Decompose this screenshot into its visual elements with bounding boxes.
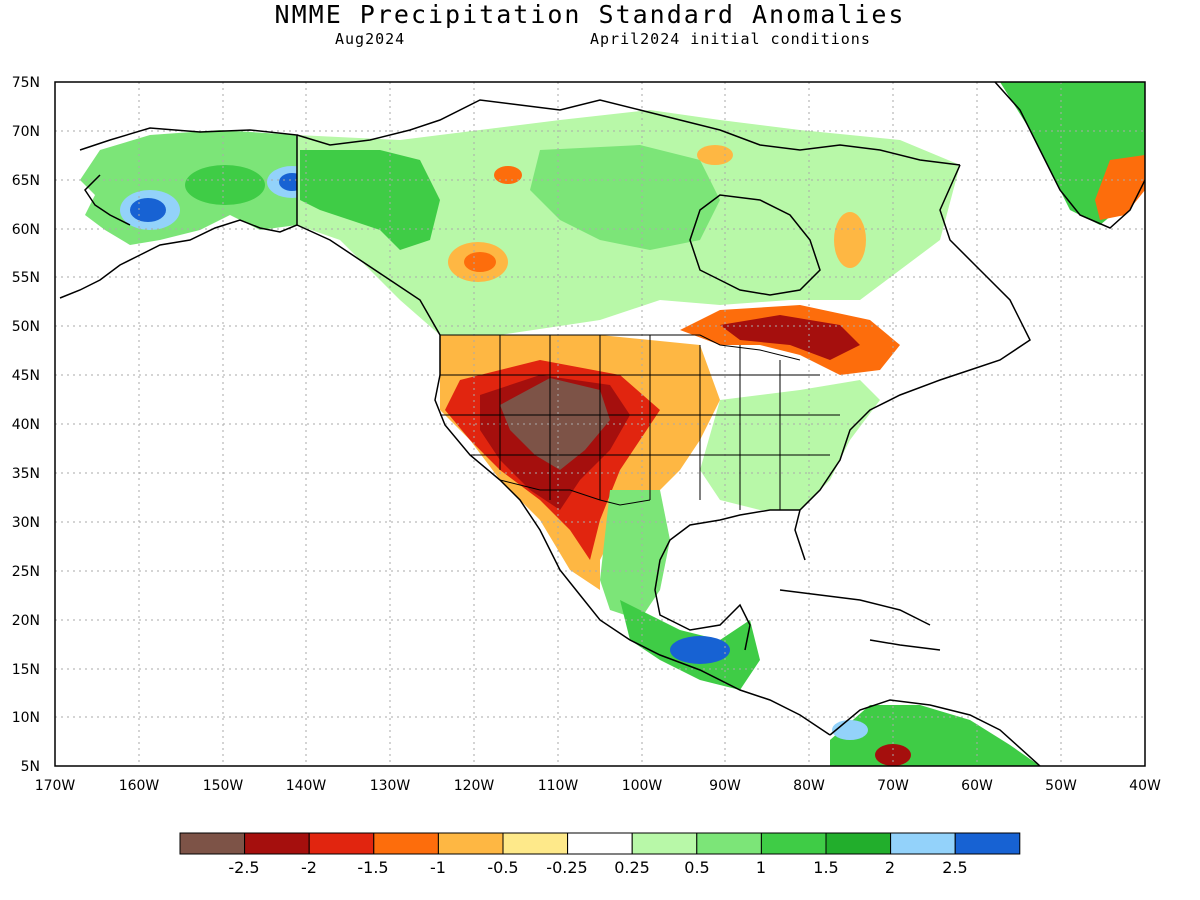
colorbar-label: 0.5 <box>684 858 709 877</box>
initial-conditions-label: April2024 initial conditions <box>590 30 871 48</box>
colorbar-label: 2.5 <box>942 858 967 877</box>
colorbar-swatch <box>825 832 892 855</box>
anomaly-core-colombia-blue <box>832 720 868 740</box>
lat-label: 65N <box>12 173 40 189</box>
coastline-hudson-bay <box>689 194 821 296</box>
anomaly-core-canada-dry-west-strong <box>464 252 496 272</box>
colorbar-swatch <box>373 832 439 855</box>
boundary-us-mexico <box>499 479 651 506</box>
lat-label: 30N <box>12 515 40 531</box>
colorbar-label: 1 <box>756 858 766 877</box>
longitude-labels: 170W 160W 150W 140W 130W 120W 110W 100W … <box>35 778 1161 794</box>
lon-label: 50W <box>1045 778 1077 794</box>
coastlines <box>59 82 1145 766</box>
lon-label: 40W <box>1129 778 1161 794</box>
colorbar-label: -1.5 <box>357 858 388 877</box>
colorbar-label: -2.5 <box>228 858 259 877</box>
map-title: NMME Precipitation Standard Anomalies <box>274 0 906 29</box>
colorbar-label: -0.25 <box>546 858 587 877</box>
target-month-label: Aug2024 <box>335 30 406 48</box>
colorbar-label: 1.5 <box>813 858 838 877</box>
colorbar-swatch <box>954 832 1021 855</box>
anomaly-core-yukon-dry <box>494 166 522 184</box>
coastline-atlantic <box>794 164 1031 561</box>
colorbar-swatch <box>502 832 569 855</box>
colorbar-label: -2 <box>301 858 317 877</box>
lat-label: 60N <box>12 222 40 238</box>
colorbar-swatch <box>179 832 246 855</box>
boundary-us-canada <box>440 334 801 361</box>
lon-label: 150W <box>203 778 244 794</box>
lon-label: 130W <box>370 778 411 794</box>
colorbar-label: -1 <box>430 858 446 877</box>
lon-label: 90W <box>709 778 741 794</box>
lon-label: 80W <box>793 778 825 794</box>
anomaly-region-canada-west-wet <box>300 150 440 250</box>
coastline-arctic <box>296 99 961 166</box>
colorbar-swatch <box>244 832 310 855</box>
coastline-south-america <box>829 699 1041 766</box>
anomaly-core-nunavut-dry <box>697 145 733 165</box>
lat-label: 5N <box>21 759 40 775</box>
colorbar-swatch <box>890 832 956 855</box>
colorbar-label: -0.5 <box>487 858 518 877</box>
colorbar-label: 2 <box>885 858 895 877</box>
latitude-labels: 75N 70N 65N 60N 55N 50N 45N 40N 35N 30N … <box>12 75 40 775</box>
anomaly-region-canada-central-wet <box>530 145 720 250</box>
lat-label: 75N <box>12 75 40 91</box>
anomaly-region-mexico-wet <box>600 490 670 620</box>
anomaly-region-east-us-wet <box>700 380 880 510</box>
anomaly-alaska-strong <box>185 165 265 205</box>
colorbar-swatch <box>760 832 827 855</box>
colorbar-label: 0.25 <box>614 858 650 877</box>
lat-label: 45N <box>12 368 40 384</box>
lat-label: 10N <box>12 710 40 726</box>
lat-label: 20N <box>12 613 40 629</box>
map-area <box>55 82 1145 766</box>
lon-label: 120W <box>454 778 495 794</box>
lat-label: 55N <box>12 270 40 286</box>
coastline-greenland <box>994 82 1145 229</box>
colorbar-swatch <box>308 832 375 855</box>
coastline-alaska <box>59 127 298 299</box>
lon-label: 60W <box>961 778 993 794</box>
lon-label: 100W <box>622 778 663 794</box>
lat-label: 35N <box>12 466 40 482</box>
lat-label: 70N <box>12 124 40 140</box>
political-boundaries <box>296 135 840 510</box>
lat-label: 40N <box>12 417 40 433</box>
lon-label: 110W <box>538 778 579 794</box>
anomaly-core-quebec-dry <box>834 212 866 268</box>
colorbar <box>179 832 1021 855</box>
colorbar-labels: -2.5 -2 -1.5 -1 -0.5 -0.25 0.25 0.5 1 1.… <box>228 858 967 877</box>
lat-label: 25N <box>12 564 40 580</box>
lat-label: 50N <box>12 319 40 335</box>
colorbar-swatch <box>567 832 633 855</box>
lon-label: 70W <box>877 778 909 794</box>
colorbar-swatch <box>631 832 698 855</box>
colorbar-swatch <box>437 832 504 855</box>
lat-label: 15N <box>12 662 40 678</box>
lon-label: 170W <box>35 778 76 794</box>
colorbar-swatch <box>696 832 762 855</box>
anomaly-core-central-america-blue <box>670 636 730 664</box>
boundary-us-states <box>440 335 840 510</box>
map-frame <box>54 81 1146 767</box>
anomaly-core-alaska-west-strong <box>130 198 166 222</box>
coastline-caribbean <box>779 589 941 651</box>
lon-label: 160W <box>119 778 160 794</box>
lon-label: 140W <box>286 778 327 794</box>
coastline-pacific <box>296 224 831 736</box>
coastline-gulf <box>654 509 800 651</box>
